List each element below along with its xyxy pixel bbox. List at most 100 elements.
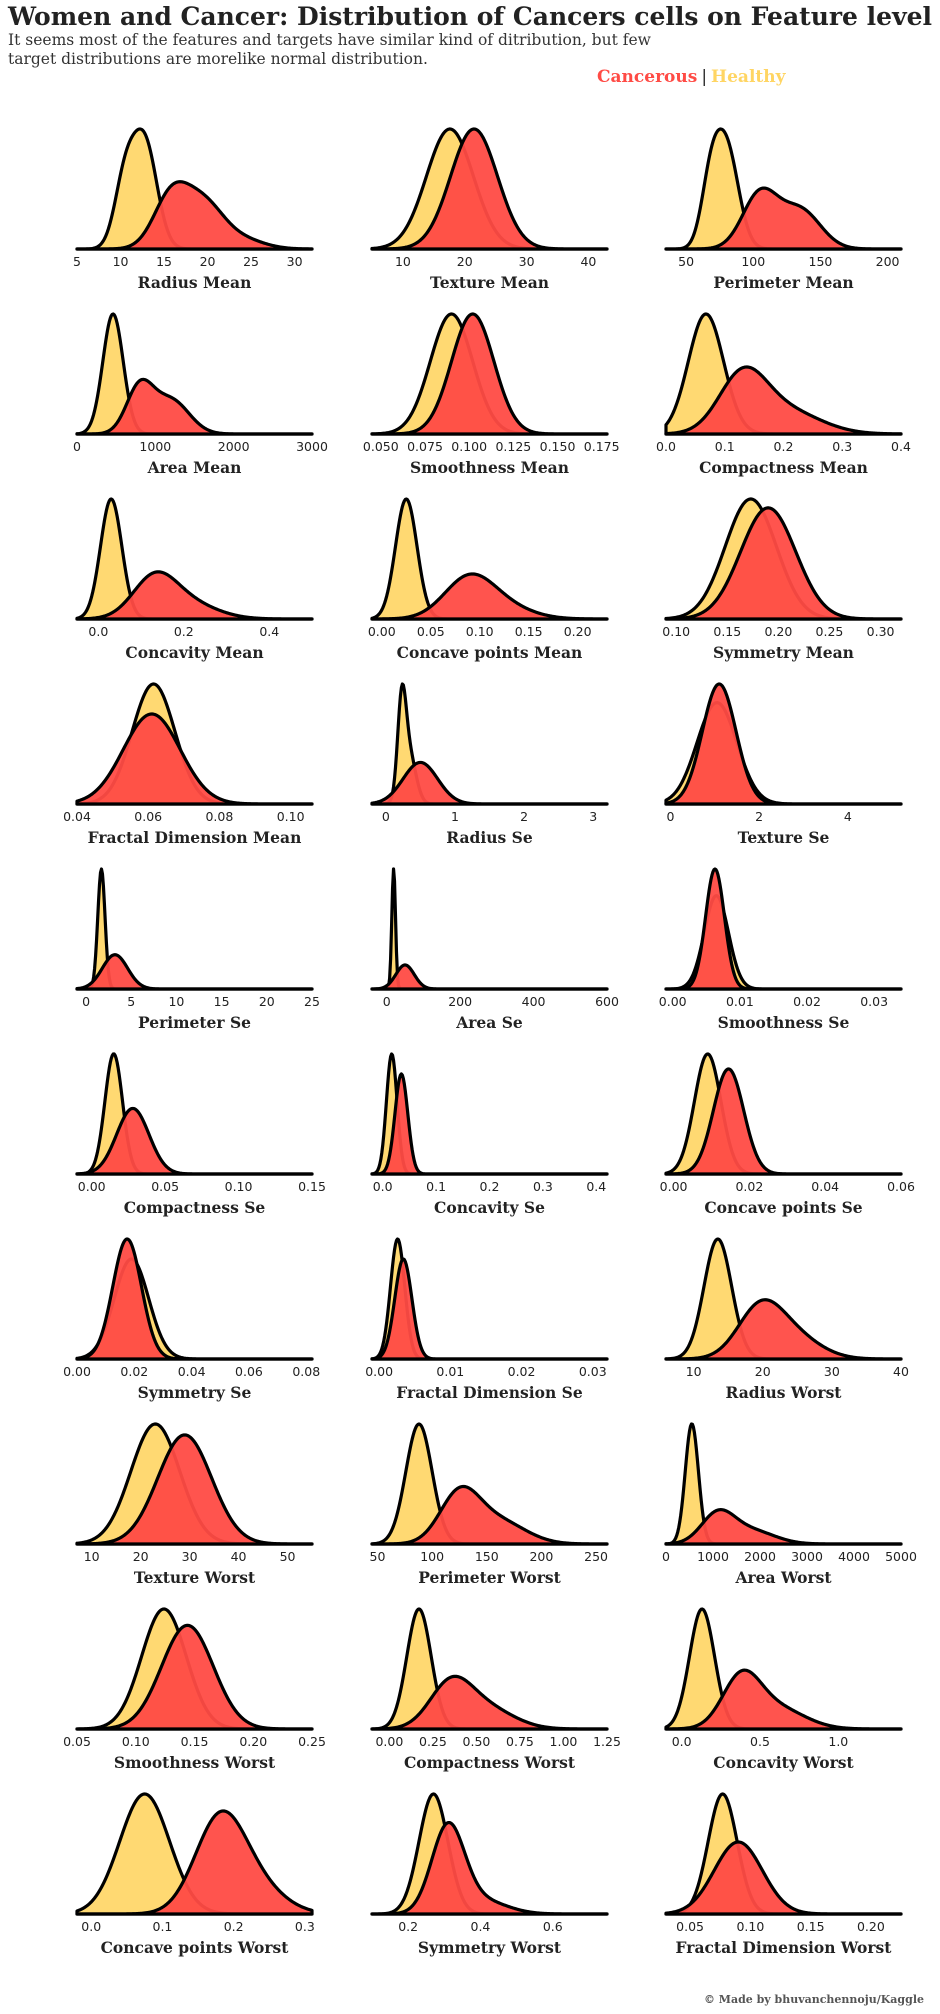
tick-label: 0.05 xyxy=(417,624,445,639)
tick-label: 0.4 xyxy=(471,1919,491,1934)
tick-label: 1000 xyxy=(139,439,171,454)
tick-label: 0.10 xyxy=(736,1919,764,1934)
cancerous-density-area xyxy=(75,1237,314,1361)
tick-label: 0.06 xyxy=(134,809,162,824)
x-axis-label: Concavity Mean xyxy=(125,643,263,662)
x-axis-label: Concave points Worst xyxy=(101,1938,290,1957)
x-axis-label: Area Worst xyxy=(734,1568,832,1587)
tick-label: 0.3 xyxy=(533,1179,553,1194)
density-plot: 0.00 0.25 0.50 0.75 1.00 1.25 Compactness Wors… xyxy=(370,1607,621,1772)
density-plot: 0.00 0.02 0.04 0.06 0.08 Symmetry Se xyxy=(63,1237,320,1402)
cancerous-density-area xyxy=(370,312,609,436)
tick-label: 0.2 xyxy=(224,1919,244,1934)
tick-label: 0.00 xyxy=(365,1364,393,1379)
x-axis-label: Fractal Dimension Mean xyxy=(88,828,302,847)
tick-label: 0.0 xyxy=(81,1919,101,1934)
tick-label: 0.02 xyxy=(120,1364,148,1379)
healthy-density-area xyxy=(75,312,314,436)
density-plot: 0.0 0.1 0.2 0.3 0.4 Concavity Se xyxy=(370,1052,609,1217)
density-plot: 50 100 150 200 Perimeter Mean xyxy=(664,127,903,292)
tick-label: 0.4 xyxy=(586,1179,606,1194)
tick-label: 0.10 xyxy=(466,624,494,639)
tick-label: 2 xyxy=(755,809,763,824)
x-axis-label: Concavity Worst xyxy=(713,1753,854,1772)
x-axis-label: Fractal Dimension Worst xyxy=(676,1938,893,1957)
cancerous-density-area xyxy=(370,963,609,991)
legend-cancerous: Cancerous xyxy=(597,67,698,87)
tick-label: 0.1 xyxy=(426,1179,446,1194)
tick-label: 3 xyxy=(589,809,597,824)
x-axis-label: Texture Mean xyxy=(430,273,549,292)
x-axis-label: Fractal Dimension Se xyxy=(396,1383,583,1402)
tick-label: 0.02 xyxy=(793,994,821,1009)
tick-label: 10 xyxy=(168,994,184,1009)
tick-label: 0.25 xyxy=(419,1734,447,1749)
tick-label: 0.03 xyxy=(579,1364,607,1379)
cancerous-density-area xyxy=(370,1072,609,1176)
density-plot: 0.2 0.4 0.6 Symmetry Worst xyxy=(370,1792,609,1957)
tick-label: 0.00 xyxy=(368,624,396,639)
x-axis-label: Radius Mean xyxy=(138,273,252,292)
tick-label: 0.4 xyxy=(891,439,911,454)
cancerous-density-area xyxy=(664,867,903,991)
density-plot: 10 20 30 40 Radius Worst xyxy=(664,1237,909,1402)
tick-label: 20 xyxy=(457,254,473,269)
density-plot: 0.00 0.05 0.10 0.15 Compactness Se xyxy=(75,1052,326,1217)
x-axis-label: Smoothness Mean xyxy=(410,458,569,477)
tick-label: 2000 xyxy=(744,1549,776,1564)
tick-label: 25 xyxy=(304,994,320,1009)
tick-label: 20 xyxy=(133,1549,149,1564)
tick-label: 0.2 xyxy=(480,1179,500,1194)
tick-label: 0.10 xyxy=(662,624,690,639)
tick-label: 0.0 xyxy=(672,1734,692,1749)
density-plot: 0 1000 2000 3000 4000 5000 Area Worst xyxy=(662,1422,917,1587)
tick-label: 30 xyxy=(824,1364,840,1379)
tick-label: 0.08 xyxy=(292,1364,320,1379)
density-plot: 0.10 0.15 0.20 0.25 0.30 Symmetry Mean xyxy=(662,497,903,662)
tick-label: 0.150 xyxy=(540,439,576,454)
tick-label: 0.20 xyxy=(564,624,592,639)
tick-label: 5000 xyxy=(885,1549,917,1564)
x-axis-label: Radius Worst xyxy=(726,1383,843,1402)
density-plot: 0.0 0.5 1.0 Concavity Worst xyxy=(664,1607,903,1772)
tick-label: 0.05 xyxy=(63,1734,91,1749)
x-axis-label: Texture Worst xyxy=(134,1568,256,1587)
density-plot: 0.05 0.10 0.15 0.20 0.25 Smoothness Worst xyxy=(63,1607,326,1772)
tick-label: 40 xyxy=(231,1549,247,1564)
tick-label: 0.0 xyxy=(373,1179,393,1194)
tick-label: 3000 xyxy=(296,439,328,454)
tick-label: 2 xyxy=(520,809,528,824)
tick-label: 20 xyxy=(755,1364,771,1379)
tick-label: 0.00 xyxy=(659,994,687,1009)
tick-label: 0.100 xyxy=(451,439,487,454)
tick-label: 0.5 xyxy=(750,1734,770,1749)
density-plot: 0.0 0.1 0.2 0.3 0.4 Compactness Mean xyxy=(656,312,911,477)
cancerous-density-area xyxy=(75,953,314,991)
tick-label: 200 xyxy=(529,1549,553,1564)
tick-label: 0.175 xyxy=(584,439,620,454)
tick-label: 0 xyxy=(666,809,674,824)
tick-label: 10 xyxy=(686,1364,702,1379)
x-axis-label: Texture Se xyxy=(738,828,830,847)
x-axis-label: Compactness Se xyxy=(124,1198,266,1217)
tick-label: 1.0 xyxy=(828,1734,848,1749)
tick-label: 0.15 xyxy=(298,1179,326,1194)
x-axis-label: Smoothness Se xyxy=(718,1013,850,1032)
density-plot: 0.0 0.2 0.4 Concavity Mean xyxy=(75,497,314,662)
tick-label: 0.125 xyxy=(495,439,531,454)
x-axis-label: Concave points Se xyxy=(704,1198,862,1217)
tick-label: 0.0 xyxy=(88,624,108,639)
tick-label: 100 xyxy=(741,254,765,269)
tick-label: 0.10 xyxy=(277,809,305,824)
tick-label: 0.04 xyxy=(811,1179,839,1194)
tick-label: 0.0 xyxy=(656,439,676,454)
density-plot: 50 100 150 200 250 Perimeter Worst xyxy=(370,1422,609,1587)
legend-separator: | xyxy=(701,67,708,87)
tick-label: 0.04 xyxy=(63,809,91,824)
tick-label: 50 xyxy=(370,1549,386,1564)
cancerous-density-area xyxy=(75,1623,314,1731)
tick-label: 0 xyxy=(73,439,81,454)
tick-label: 40 xyxy=(580,254,596,269)
x-axis-label: Compactness Mean xyxy=(699,458,868,477)
x-axis-label: Smoothness Worst xyxy=(114,1753,276,1772)
